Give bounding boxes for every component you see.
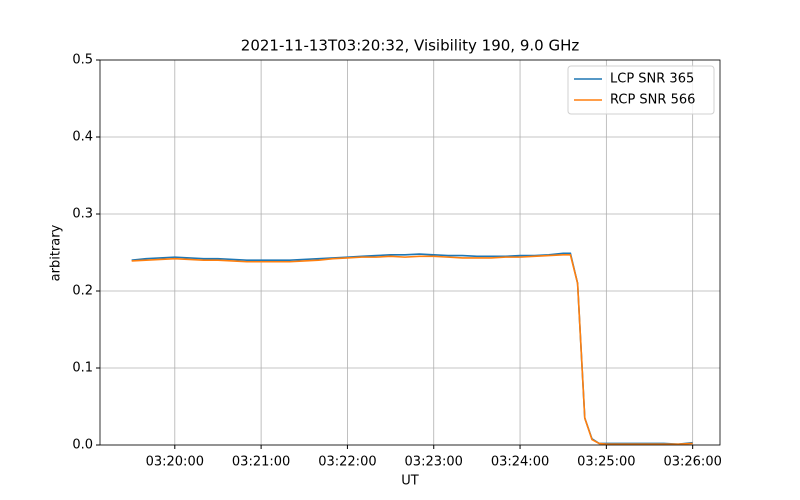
y-tick-label: 0.0 xyxy=(72,438,93,453)
x-tick-label: 03:25:00 xyxy=(577,455,635,470)
y-tick-label: 0.3 xyxy=(72,207,93,222)
y-tick-label: 0.4 xyxy=(72,130,93,145)
y-tick-label: 0.1 xyxy=(72,361,93,376)
x-tick-label: 03:22:00 xyxy=(318,455,376,470)
y-axis-label: arbitrary xyxy=(49,224,64,281)
legend-label: LCP SNR 365 xyxy=(610,72,694,87)
plot-frame xyxy=(99,59,721,446)
x-tick-label: 03:23:00 xyxy=(405,455,463,470)
x-tick-label: 03:26:00 xyxy=(663,455,721,470)
legend-label: RCP SNR 566 xyxy=(610,93,695,108)
chart-title: 2021-11-13T03:20:32, Visibility 190, 9.0… xyxy=(241,37,580,55)
legend-box xyxy=(567,65,715,115)
y-tick-label: 0.2 xyxy=(72,284,93,299)
x-tick-label: 03:24:00 xyxy=(491,455,549,470)
line-series xyxy=(131,254,693,446)
y-tick-label: 0.5 xyxy=(72,53,93,68)
x-tick-label: 03:20:00 xyxy=(146,455,204,470)
x-tick-label: 03:21:00 xyxy=(232,455,290,470)
x-axis-label: UT xyxy=(401,474,419,489)
